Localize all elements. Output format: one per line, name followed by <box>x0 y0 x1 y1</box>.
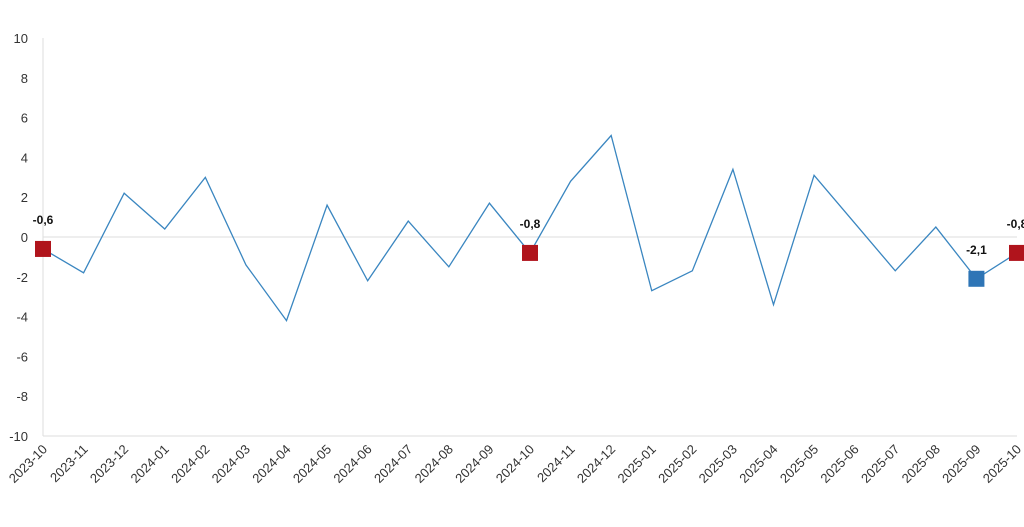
x-tick-label: 2025-08 <box>899 442 943 486</box>
data-label: -0,6 <box>33 213 54 227</box>
x-tick-label: 2024-09 <box>452 442 496 486</box>
x-tick-label: 2024-02 <box>168 442 212 486</box>
y-tick-label: 6 <box>21 111 28 126</box>
y-tick-label: -6 <box>16 349 28 364</box>
marker <box>968 270 985 287</box>
y-tick-label: 0 <box>21 230 28 245</box>
x-tick-label: 2024-01 <box>128 442 172 486</box>
x-tick-label: 2024-12 <box>574 442 618 486</box>
x-tick-label: 2024-03 <box>209 442 253 486</box>
x-tick-label: 2025-03 <box>696 442 740 486</box>
x-tick-label: 2024-05 <box>290 442 334 486</box>
x-tick-label: 2025-07 <box>858 442 902 486</box>
x-tick-label: 2024-04 <box>249 442 293 486</box>
x-tick-label: 2023-11 <box>47 442 91 486</box>
x-tick-label: 2024-11 <box>534 442 578 486</box>
x-tick-label: 2023-10 <box>6 442 50 486</box>
x-tick-label: 2024-08 <box>412 442 456 486</box>
marker <box>35 240 51 257</box>
y-tick-label: -8 <box>16 389 28 404</box>
y-tick-label: -4 <box>16 310 28 325</box>
y-tick-label: -10 <box>9 429 28 444</box>
x-tick-label: 2024-07 <box>371 442 415 486</box>
x-tick-label: 2025-01 <box>615 442 659 486</box>
x-tick-label: 2025-04 <box>736 442 780 486</box>
x-tick-label: 2024-10 <box>493 442 537 486</box>
data-label: -0,8 <box>520 217 541 231</box>
y-tick-label: 10 <box>14 31 28 46</box>
x-tick-label: 2023-12 <box>87 442 131 486</box>
x-tick-label: 2025-09 <box>939 442 983 486</box>
y-tick-label: 4 <box>21 150 28 165</box>
x-tick-label: 2025-06 <box>817 442 861 486</box>
x-tick-label: 2024-06 <box>330 442 374 486</box>
y-tick-label: -2 <box>16 270 28 285</box>
data-label: -2,1 <box>966 243 987 257</box>
x-tick-label: 2025-02 <box>655 442 699 486</box>
y-tick-label: 8 <box>21 71 28 86</box>
data-label: -0,8 <box>1007 217 1024 231</box>
marker <box>1009 244 1024 261</box>
y-tick-label: 2 <box>21 190 28 205</box>
x-tick-label: 2025-05 <box>777 442 821 486</box>
x-tick-label: 2025-10 <box>980 442 1024 486</box>
marker <box>522 244 538 261</box>
